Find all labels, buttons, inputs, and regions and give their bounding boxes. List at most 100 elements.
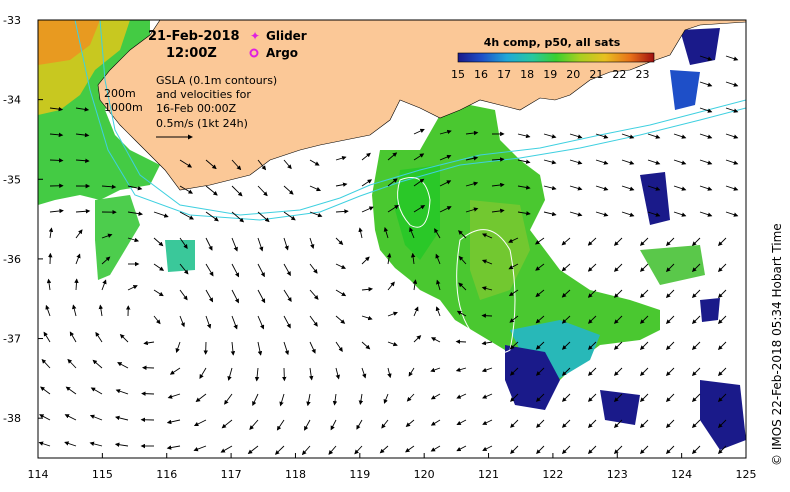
velocity-arrow [613, 289, 623, 298]
velocity-arrow [49, 106, 64, 112]
colorbar-tick-label: 20 [566, 68, 580, 81]
colorbar [457, 52, 655, 63]
velocity-arrow [465, 156, 479, 161]
velocity-arrow [725, 55, 739, 61]
velocity-arrow [458, 282, 467, 291]
velocity-arrow [175, 341, 181, 353]
velocity-arrow [179, 315, 185, 328]
velocity-arrow [569, 211, 583, 217]
velocity-arrow [517, 211, 531, 216]
velocity-arrows [38, 55, 739, 456]
velocity-arrow [699, 185, 713, 191]
velocity-arrow [49, 132, 64, 138]
velocity-arrow [561, 419, 571, 428]
x-tick-label: 125 [736, 468, 757, 481]
land-australia [38, 20, 746, 191]
velocity-arrow [465, 181, 479, 187]
velocity-arrow [405, 419, 415, 427]
velocity-arrow [587, 263, 597, 272]
velocity-arrow [543, 133, 557, 139]
velocity-arrow [561, 289, 571, 298]
velocity-arrow [435, 306, 441, 317]
velocity-arrow [673, 211, 687, 217]
velocity-arrow [332, 393, 338, 406]
velocity-arrow [98, 304, 104, 317]
velocity-arrow [543, 185, 557, 191]
velocity-arrow [356, 419, 363, 430]
velocity-arrow [199, 367, 207, 379]
x-tick-label: 115 [92, 468, 113, 481]
velocity-arrow [430, 445, 441, 452]
velocity-arrow [406, 393, 415, 402]
x-tick-label: 122 [542, 468, 563, 481]
velocity-arrow [439, 180, 452, 187]
isobaths [74, 20, 746, 221]
colorbar-title: 4h comp, p50, all sats [484, 36, 621, 49]
plot-area [38, 20, 746, 458]
velocity-arrow [387, 178, 398, 187]
velocity-arrow [699, 107, 713, 113]
velocity-arrow [335, 315, 346, 324]
y-tick-label: -33 [3, 14, 21, 27]
velocity-arrow [536, 419, 545, 428]
velocity-arrow [354, 445, 363, 455]
velocity-arrow [465, 130, 479, 136]
time-label: 12:00Z [166, 46, 217, 61]
velocity-arrow [358, 393, 364, 405]
velocity-arrow [465, 207, 479, 213]
velocity-arrow [38, 441, 51, 447]
velocity-arrow [230, 341, 236, 356]
velocity-arrow [231, 289, 239, 304]
velocity-arrow [387, 152, 398, 161]
velocity-arrow [691, 341, 701, 351]
annotation-line1: GSLA (0.1m contours) [156, 74, 277, 87]
velocity-arrow [231, 263, 240, 278]
velocity-arrow [67, 358, 77, 369]
velocity-arrow [482, 445, 493, 451]
velocity-arrow [179, 237, 188, 250]
velocity-arrow [434, 228, 441, 239]
velocity-arrow [587, 445, 597, 455]
velocity-arrow [535, 263, 545, 271]
velocity-arrow [179, 159, 193, 168]
velocity-arrow [699, 159, 713, 165]
plot-border [37, 19, 747, 459]
velocity-arrow [413, 205, 426, 213]
velocity-arrow [439, 129, 452, 135]
velocity-arrow [115, 389, 129, 395]
velocity-arrow [40, 386, 51, 395]
colorbar-tick-label: 19 [543, 68, 557, 81]
velocity-arrow [141, 391, 155, 396]
velocity-arrow [458, 230, 467, 239]
velocity-arrow [387, 204, 400, 213]
velocity-arrow [508, 263, 519, 270]
isobath-label-1000: 1000m [104, 101, 143, 114]
velocity-arrow [639, 289, 649, 298]
velocity-arrow [587, 341, 597, 350]
isobath-label-200: 200m [104, 87, 136, 100]
velocity-arrow [92, 359, 103, 369]
velocity-arrow [412, 279, 418, 291]
x-axis: 114 115 116 117 118 119 120 121 122 123 124 125 [28, 453, 757, 481]
velocity-arrow [535, 367, 545, 376]
velocity-arrow [309, 159, 320, 166]
velocity-arrow [383, 393, 389, 404]
velocity-arrow [153, 315, 161, 325]
velocity-arrow [361, 315, 373, 321]
velocity-arrow [153, 289, 164, 297]
argo-icon [249, 48, 259, 58]
velocity-arrow [509, 341, 519, 350]
velocity-arrow [673, 133, 687, 139]
velocity-arrow [361, 256, 370, 265]
velocity-arrow [481, 259, 493, 265]
velocity-arrow [335, 341, 343, 352]
velocity-arrow [717, 419, 727, 429]
velocity-arrow [309, 289, 319, 300]
velocity-arrow [335, 209, 349, 214]
x-tick-label: 120 [414, 468, 435, 481]
velocity-arrow [491, 157, 505, 162]
velocity-arrow [335, 289, 347, 297]
velocity-arrow [71, 304, 77, 317]
velocity-arrow [75, 158, 90, 163]
velocity-arrow [725, 211, 739, 217]
